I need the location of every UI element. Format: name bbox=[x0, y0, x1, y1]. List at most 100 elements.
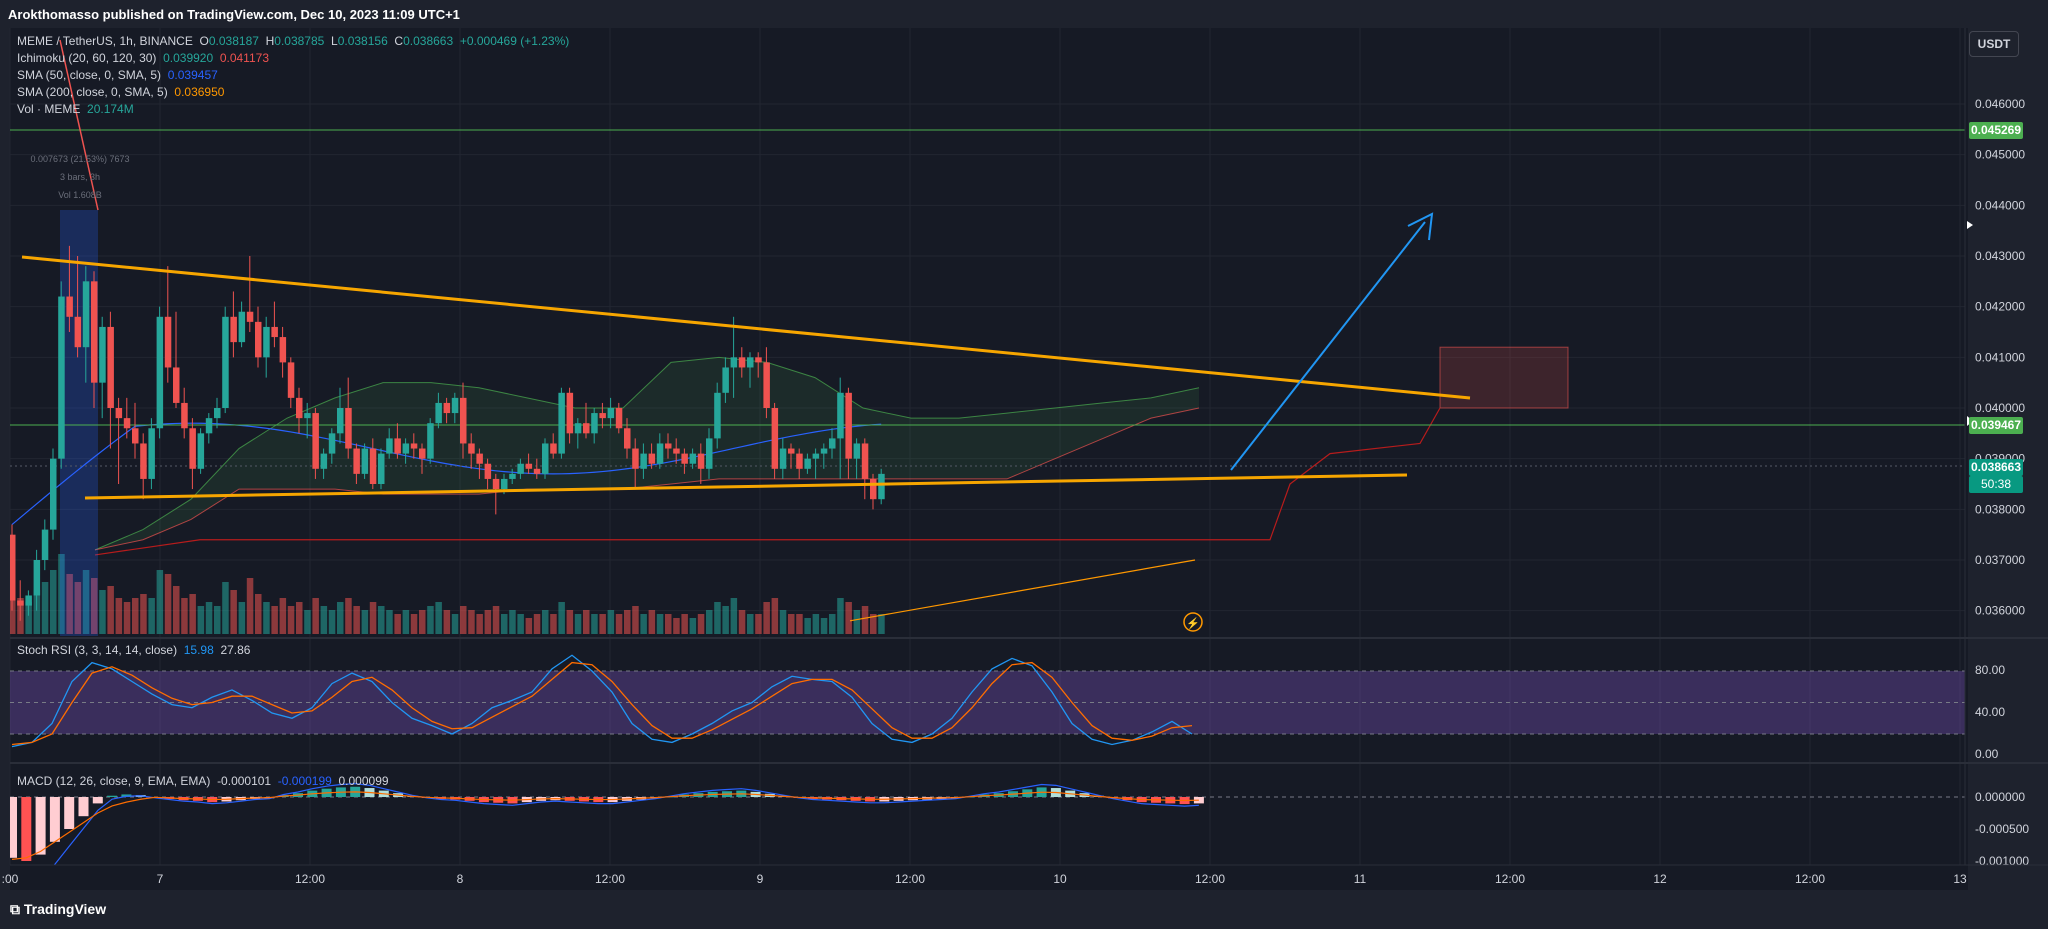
candle-body bbox=[583, 423, 590, 434]
candle-body bbox=[591, 413, 598, 434]
volume-bar bbox=[173, 586, 180, 634]
volume-bar bbox=[648, 610, 656, 634]
volume-bar bbox=[74, 582, 82, 634]
upper-trendline bbox=[21, 255, 1471, 400]
candle-body bbox=[706, 438, 713, 469]
candle-body bbox=[492, 478, 500, 490]
time-axis-label: 10 bbox=[1053, 872, 1067, 886]
candle-body bbox=[648, 453, 656, 464]
volume-bar bbox=[386, 610, 393, 634]
volume-bar bbox=[697, 614, 705, 634]
last-price-tag: 0.038663 bbox=[1969, 459, 2023, 476]
legend-volume-row[interactable]: Vol · MEME 20.174M bbox=[17, 101, 569, 118]
price-axis-label: 0.042000 bbox=[1975, 300, 2025, 314]
candle-body bbox=[353, 448, 360, 474]
legend-ichimoku-row[interactable]: Ichimoku (20, 60, 120, 30) 0.039920 0.04… bbox=[17, 50, 569, 67]
stoch-axis-label: 80.00 bbox=[1975, 663, 2005, 677]
volume-bar bbox=[255, 594, 262, 634]
candle-body bbox=[870, 478, 877, 500]
candle-body bbox=[443, 402, 451, 414]
volume-label: Vol · MEME bbox=[17, 102, 81, 116]
volume-bar bbox=[468, 610, 475, 634]
candle-body bbox=[410, 443, 418, 449]
candle-body bbox=[525, 463, 533, 469]
arrow-head-icon bbox=[1407, 212, 1434, 241]
volume-bar bbox=[41, 582, 49, 634]
volume-bar bbox=[148, 598, 155, 634]
macd-axis-label: 0.000000 bbox=[1975, 790, 2025, 804]
price-axis-label: 0.043000 bbox=[1975, 249, 2025, 263]
volume-bar bbox=[714, 602, 721, 634]
volume-bar bbox=[263, 602, 270, 634]
symbol-label[interactable]: MEME / TetherUS, 1h, BINANCE bbox=[17, 34, 193, 48]
volume-bar bbox=[771, 598, 779, 634]
candle-body bbox=[10, 534, 16, 601]
volume-bar bbox=[591, 614, 598, 634]
volume-bar bbox=[730, 598, 738, 634]
candle-body bbox=[542, 443, 549, 474]
time-axis-label: 7 bbox=[157, 872, 164, 886]
volume-bar bbox=[599, 614, 606, 634]
stoch-label: Stoch RSI (3, 3, 14, 14, close) bbox=[17, 643, 178, 657]
price-axis-label: 0.037000 bbox=[1975, 553, 2025, 567]
candle-body bbox=[501, 478, 508, 490]
sma200-label: SMA (200, close, 0, SMA, 5) bbox=[17, 85, 168, 99]
candle-body bbox=[378, 453, 385, 484]
volume-bar bbox=[279, 598, 287, 634]
candle-body bbox=[599, 413, 606, 419]
candle-body bbox=[689, 453, 697, 464]
ichimoku-value-1: 0.039920 bbox=[163, 51, 214, 65]
legend-sma50-row[interactable]: SMA (50, close, 0, SMA, 5) 0.039457 bbox=[17, 67, 569, 84]
legend-sma200-row[interactable]: SMA (200, close, 0, SMA, 5) 0.036950 bbox=[17, 84, 569, 101]
candle-body bbox=[656, 443, 664, 464]
macd-legend[interactable]: MACD (12, 26, close, 9, EMA, EMA) -0.000… bbox=[17, 774, 389, 788]
candle-body bbox=[304, 413, 311, 419]
macd-histogram-bar bbox=[21, 797, 32, 861]
macd-histogram-bar bbox=[107, 795, 118, 797]
volume-bar bbox=[845, 602, 852, 634]
price-axis-label: 0.040000 bbox=[1975, 401, 2025, 415]
volume-bar bbox=[132, 598, 139, 634]
candle-body bbox=[771, 408, 779, 469]
ichimoku-value-2: 0.041173 bbox=[219, 51, 269, 65]
candle-body bbox=[533, 468, 541, 474]
candle-body bbox=[271, 326, 278, 338]
ichimoku-label: Ichimoku (20, 60, 120, 30) bbox=[17, 51, 157, 65]
candle-body bbox=[853, 443, 861, 459]
volume-bar bbox=[10, 594, 16, 634]
stoch-legend[interactable]: Stoch RSI (3, 3, 14, 14, close) 15.98 27… bbox=[17, 643, 250, 657]
volume-bar bbox=[25, 602, 32, 634]
candle-body bbox=[181, 402, 188, 429]
time-axis-label: 12:00 bbox=[895, 872, 925, 886]
open-value: 0.038187 bbox=[208, 34, 259, 48]
candle-body bbox=[681, 453, 688, 464]
volume-bar bbox=[287, 606, 295, 634]
candle-body bbox=[714, 392, 721, 439]
measure-highlight bbox=[60, 210, 98, 636]
time-axis-label: 12:00 bbox=[595, 872, 625, 886]
volume-bar bbox=[763, 602, 770, 634]
ichimoku-lagging-line bbox=[94, 407, 1441, 556]
candle-body bbox=[402, 443, 410, 454]
currency-button[interactable]: USDT bbox=[1969, 31, 2019, 57]
volume-bar bbox=[115, 598, 123, 634]
candle-body bbox=[369, 448, 377, 484]
candle-body bbox=[558, 392, 565, 454]
sma50-value: 0.039457 bbox=[167, 68, 218, 82]
candle-body bbox=[788, 448, 795, 454]
volume-bar bbox=[156, 570, 164, 634]
macd-histogram-bar bbox=[10, 797, 17, 858]
lower-trendline bbox=[84, 473, 1408, 500]
volume-bar bbox=[525, 618, 533, 634]
candle-body bbox=[804, 458, 811, 469]
volume-bar bbox=[788, 614, 795, 634]
countdown-tag: 50:38 bbox=[1969, 476, 2023, 493]
volume-bar bbox=[66, 574, 73, 634]
tradingview-logo[interactable]: ⧉ TradingView bbox=[10, 901, 106, 918]
volume-bar bbox=[214, 606, 221, 634]
footer: ⧉ TradingView bbox=[0, 890, 2048, 929]
volume-bar bbox=[632, 606, 639, 634]
candle-body bbox=[214, 408, 221, 419]
volume-bar bbox=[501, 614, 508, 634]
